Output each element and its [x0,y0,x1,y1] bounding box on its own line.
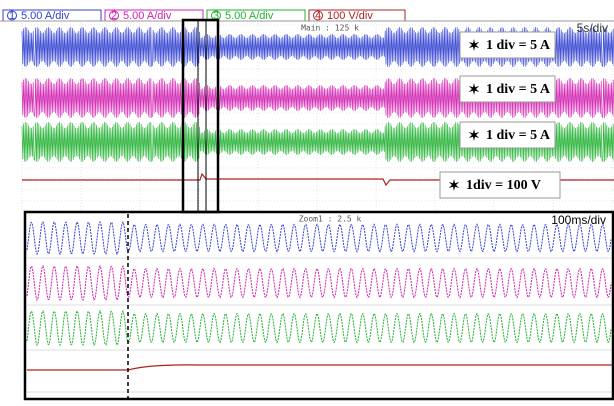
channel-number: 4 [315,10,321,22]
channel-number: 1 [9,10,15,22]
main-sample-rate: Main : 125 k [301,24,359,33]
main-timebase: 5s/div [577,21,608,35]
annotation: 1 div = 5 A [486,82,551,97]
channel-scale: 5.00 A/div [225,10,274,22]
annotation: 1div = 100 V [466,178,541,193]
channel-scale: 5.00 A/div [21,10,70,22]
channel-scale: 100 V/div [327,10,373,22]
zoom-timebase: 100ms/div [551,213,606,227]
annotation: 1 div = 5 A [486,38,551,53]
annotation: 1 div = 5 A [486,128,551,143]
oscilloscope-screen: 15.00 A/div25.00 A/div35.00 A/div4100 V/… [0,0,614,406]
channel-scale: 5.00 A/div [123,10,172,22]
channel-number: 2 [111,10,117,22]
zoom-sample-rate: Zoom1 : 2.5 k [299,215,362,224]
